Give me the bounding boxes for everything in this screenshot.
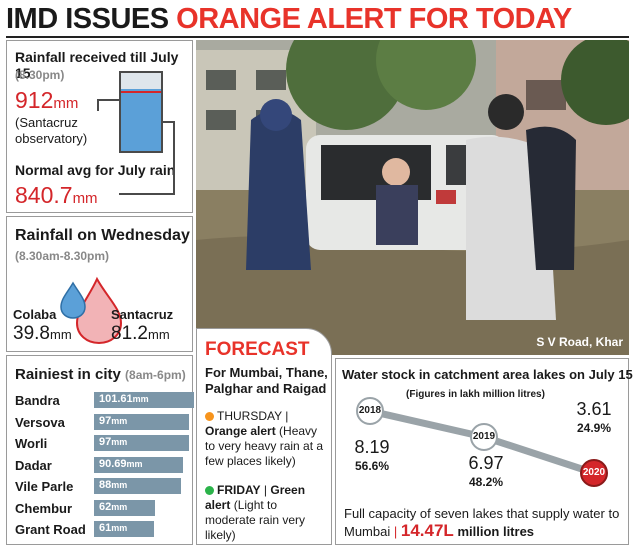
rainiest-row: Worli 97mm xyxy=(15,435,190,453)
normal-avg-title: Normal avg for July rain xyxy=(15,162,176,178)
rainiest-name: Dadar xyxy=(15,457,52,473)
flood-photo: S V Road, Khar xyxy=(196,40,629,355)
colaba-label: Colaba xyxy=(13,307,57,322)
headline-rule xyxy=(6,36,629,38)
forecast-friday: FRIDAY | Green alert (Light to moderate … xyxy=(205,483,306,542)
orange-dot-icon xyxy=(205,412,214,422)
rainiest-bar xyxy=(94,521,155,537)
colaba-value: 39.8mm xyxy=(13,323,72,344)
capacity-text: Full capacity of seven lakes that supply… xyxy=(344,506,620,540)
rainiest-bar xyxy=(94,392,194,408)
forecast-title: FORECAST xyxy=(205,339,310,360)
rain-gauge-fill xyxy=(121,88,161,151)
rainiest-value: 97mm xyxy=(99,414,128,427)
gauge-leader-line xyxy=(97,99,99,111)
rainiest-value: 101.61mm xyxy=(99,393,149,405)
water-stock-panel: Water stock in catchment area lakes on J… xyxy=(335,358,633,545)
photo-caption: S V Road, Khar xyxy=(536,335,623,349)
rainiest-value: 88mm xyxy=(99,479,128,491)
rainiest-panel: Rainiest in city (8am-6pm) Bandra 101.61m… xyxy=(6,355,194,545)
rainiest-bar xyxy=(94,435,190,451)
rain-gauge-normal-mark xyxy=(121,91,161,94)
rainiest-bar xyxy=(94,478,181,494)
rainiest-value: 61mm xyxy=(99,522,128,534)
rain-gauge-icon xyxy=(119,71,163,153)
rainfall-received-time: (8.30pm) xyxy=(15,68,65,82)
rainiest-value: 90.69mm xyxy=(99,457,143,470)
water-stock-note: (Figures in lakh million litres) xyxy=(406,389,545,400)
rainiest-row: Versova 97mm xyxy=(15,413,190,432)
gauge-leader-line xyxy=(163,121,175,123)
rainiest-row: Chembur 62mm xyxy=(15,499,187,518)
rainfall-received-value: 912mm xyxy=(15,87,79,113)
rainiest-title: Rainiest in city (8am-6pm) xyxy=(15,366,186,383)
year-2018-marker: 2018 xyxy=(356,397,384,425)
year-2020-marker: 2020 xyxy=(580,459,608,487)
rainfall-station: (Santacruz observatory) xyxy=(15,115,88,146)
rainiest-name: Versova xyxy=(15,414,65,430)
headline-part-1: IMD ISSUES xyxy=(6,3,169,35)
green-dot-icon xyxy=(205,486,214,496)
water-stock-title: Water stock in catchment area lakes on J… xyxy=(342,367,633,382)
forecast-thursday: THURSDAY | Orange alert (Heavy to very h… xyxy=(205,409,324,468)
rainiest-row: Grant Road 61mm xyxy=(15,521,187,539)
rainiest-name: Worli xyxy=(15,436,48,451)
gauge-leader-line xyxy=(173,121,175,193)
wednesday-title: Rainfall on Wednesday xyxy=(15,227,190,244)
santacruz-value: 81.2mm xyxy=(111,323,170,344)
normal-avg-value: 840.7mm xyxy=(15,182,98,208)
rainiest-name: Vile Parle xyxy=(15,479,74,494)
pct-2020: 24.9% xyxy=(576,421,612,435)
rainiest-name: Bandra xyxy=(15,393,60,408)
value-2018: 8.19 xyxy=(354,437,390,457)
value-2020: 3.61 xyxy=(576,399,612,419)
flood-scene-illustration xyxy=(196,40,629,355)
headline-part-2: ORANGE ALERT FOR TODAY xyxy=(176,3,572,35)
rainiest-bar xyxy=(94,413,190,430)
pct-2018: 56.6% xyxy=(354,459,390,473)
value-2019: 6.97 xyxy=(468,453,504,473)
rainiest-value: 62mm xyxy=(99,500,128,513)
pct-2019: 48.2% xyxy=(468,475,504,489)
headline: IMD ISSUES ORANGE ALERT FOR TODAY xyxy=(6,2,629,36)
rainiest-name: Grant Road xyxy=(15,522,86,537)
rainiest-row: Vile Parle 88mm xyxy=(15,478,187,496)
wednesday-time: (8.30am-8.30pm) xyxy=(15,249,110,263)
rainfall-received-title: Rainfall received till July 15 xyxy=(15,49,179,81)
forecast-regions: For Mumbai, Thane, Palghar and Raigad xyxy=(205,365,328,396)
raindrops-icon xyxy=(60,276,123,345)
rainiest-bar xyxy=(94,499,156,516)
rainiest-value: 97mm xyxy=(99,436,128,448)
rainiest-bar xyxy=(94,456,184,473)
gauge-leader-line xyxy=(97,99,119,101)
forecast-panel: FORECAST For Mumbai, Thane, Palghar and … xyxy=(196,328,332,545)
rainiest-row: Dadar 90.69mm xyxy=(15,456,187,475)
rainfall-received-panel: Rainfall received till July 15 (8.30pm) … xyxy=(6,40,193,213)
year-2019-marker: 2019 xyxy=(470,423,498,451)
gauge-leader-line xyxy=(119,193,175,195)
santacruz-label: Santacruz xyxy=(111,307,174,322)
wednesday-rainfall-panel: Rainfall on Wednesday (8.30am-8.30pm) Co… xyxy=(6,216,193,352)
rainiest-name: Chembur xyxy=(15,500,73,516)
rainiest-row: Bandra 101.61mm xyxy=(15,392,194,410)
